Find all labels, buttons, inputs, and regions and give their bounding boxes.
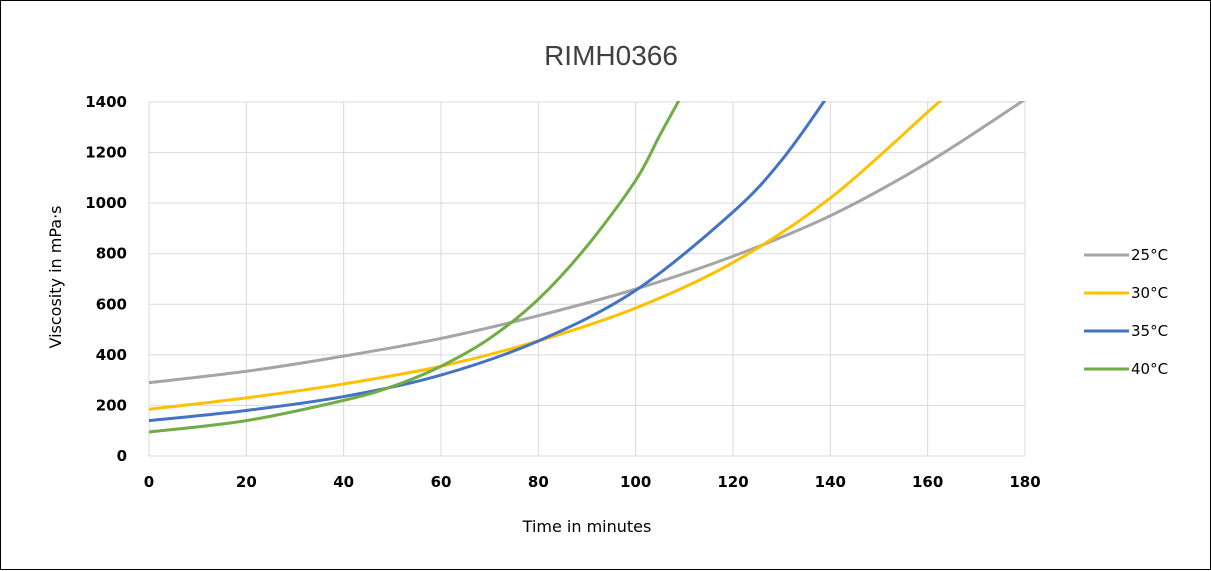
x-tick-label: 60 — [431, 473, 452, 491]
series-line — [149, 101, 827, 423]
legend-label: 25°C — [1131, 246, 1168, 264]
x-tick-label: 40 — [333, 473, 354, 491]
y-tick-label: 800 — [96, 245, 127, 263]
x-tick-label: 80 — [528, 473, 549, 491]
x-tick-label: 180 — [1009, 473, 1040, 491]
grid-lines — [148, 101, 1026, 457]
legend-label: 30°C — [1131, 284, 1168, 302]
x-tick-label: 100 — [620, 473, 651, 491]
chart-title: RIMH0366 — [544, 40, 678, 71]
y-tick-label: 400 — [96, 346, 127, 364]
x-tick-label: 140 — [815, 473, 846, 491]
legend-label: 35°C — [1131, 322, 1168, 340]
y-tick-label: 200 — [96, 396, 127, 414]
y-axis-ticks: 0 200 400 600 800 1000 1200 1400 — [85, 93, 127, 465]
y-axis-title: Viscosity in mPa·s — [46, 206, 65, 349]
y-tick-label: 1000 — [85, 194, 127, 212]
x-axis-ticks: 0 20 40 60 80 100 120 140 160 180 — [144, 473, 1041, 491]
x-axis-title: Time in minutes — [522, 517, 652, 536]
x-tick-label: 160 — [912, 473, 943, 491]
y-tick-label: 1200 — [85, 144, 127, 162]
legend: 25°C 30°C 35°C 40°C — [1084, 246, 1168, 378]
series-line — [149, 101, 943, 411]
series-line — [149, 101, 681, 434]
y-tick-label: 1400 — [85, 93, 127, 111]
legend-label: 40°C — [1131, 360, 1168, 378]
series-line — [149, 101, 1025, 385]
y-tick-label: 600 — [96, 295, 127, 313]
y-tick-label: 0 — [117, 447, 127, 465]
x-tick-label: 20 — [236, 473, 257, 491]
x-tick-label: 120 — [717, 473, 748, 491]
series-lines — [149, 101, 1025, 434]
x-tick-label: 0 — [144, 473, 154, 491]
